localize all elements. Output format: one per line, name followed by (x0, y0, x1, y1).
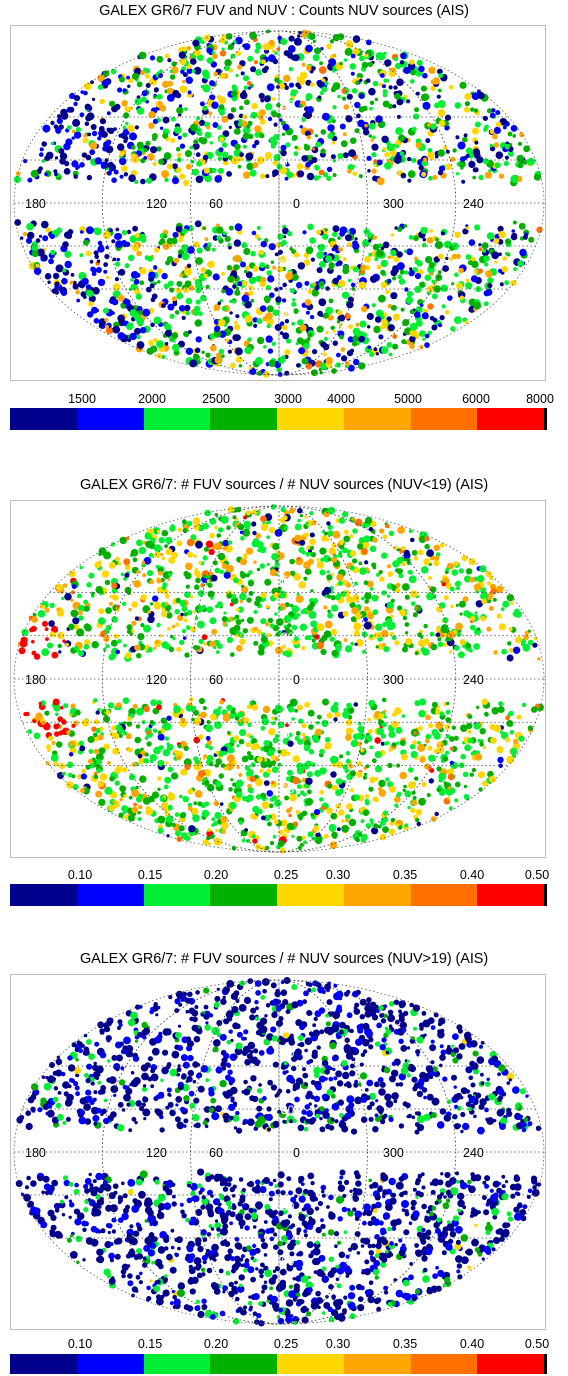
colorbar-tick-labels: 1500 2000 2500 3000 4000 5000 6000 8000 (0, 392, 568, 408)
coordinate-grid (13, 505, 545, 853)
panel-title: GALEX GR6/7 FUV and NUV : Counts NUV sou… (99, 3, 469, 19)
colorbar-tick-labels: 0.10 0.15 0.20 0.25 0.30 0.35 0.40 0.50 (0, 868, 568, 884)
latitude-label: 60 (281, 782, 295, 796)
colorbar-segment (76, 884, 144, 906)
aitoff-projection: 180 120 60 0 300 240 60 30 30 60 (13, 29, 545, 378)
colorbar-tick-label: 0.40 (459, 868, 485, 882)
colorbar-segment (76, 408, 144, 430)
sky-map: 180 120 60 0 300 240 60 30 30 60 (10, 974, 546, 1330)
colorbar-segment (277, 1354, 344, 1374)
colorbar-tick-label: 0.20 (203, 1337, 229, 1351)
coordinate-grid (13, 979, 545, 1325)
colorbar-segment (210, 1354, 277, 1374)
colorbar-tick-label: 0.30 (325, 1337, 351, 1351)
colorbar-segment (277, 408, 344, 430)
latitude-label: 30 (281, 1103, 295, 1117)
colorbar-segment (10, 408, 77, 430)
longitude-label: 180 (25, 1146, 46, 1160)
colorbar-segment (10, 1354, 77, 1374)
colorbar-segment (477, 884, 544, 906)
colorbar-segment (210, 884, 277, 906)
latitude-label: 60 (281, 306, 295, 320)
colorbar-tick-label: 0.10 (67, 1337, 93, 1351)
latitude-label: 60 (281, 573, 295, 587)
longitude-label: 180 (25, 673, 46, 687)
colorbar-segment (343, 1354, 411, 1374)
colorbar-tick-label: 3000 (274, 392, 302, 406)
colorbar-segment (343, 884, 411, 906)
colorbar-tick-label: 2500 (202, 392, 230, 406)
longitude-label: 240 (463, 673, 484, 687)
longitude-label: 240 (463, 1146, 484, 1160)
colorbar-segment (143, 884, 211, 906)
latitude-label: 30 (281, 727, 295, 741)
aitoff-projection: 180 120 60 0 300 240 60 30 30 60 (13, 977, 545, 1327)
sky-map: 180 120 60 0 300 240 60 30 30 60 (10, 500, 546, 858)
longitude-label: 120 (146, 673, 167, 687)
longitude-label: 0 (293, 197, 300, 211)
colorbar-tick-label: 0.30 (325, 868, 351, 882)
colorbar-segment (477, 1354, 544, 1374)
longitude-label: 0 (293, 1146, 300, 1160)
longitude-label: 300 (383, 197, 404, 211)
longitude-label: 300 (383, 673, 404, 687)
longitude-label: 0 (293, 673, 300, 687)
colorbar-segment (76, 1354, 144, 1374)
coordinate-grid (13, 30, 545, 376)
colorbar-tick-label: 0.35 (392, 1337, 418, 1351)
colorbar (10, 884, 547, 906)
longitude-label: 240 (463, 197, 484, 211)
latitude-label: 60 (281, 1046, 295, 1060)
colorbar-tick-labels: 0.10 0.15 0.20 0.25 0.30 0.35 0.40 0.50 (0, 1337, 568, 1353)
colorbar-tick-label: 1500 (68, 392, 96, 406)
colorbar-tick-label: 0.40 (459, 1337, 485, 1351)
longitude-label: 60 (209, 673, 223, 687)
colorbar-tick-label: 5000 (394, 392, 422, 406)
longitude-label: 120 (146, 197, 167, 211)
longitude-label: 300 (383, 1146, 404, 1160)
colorbar-tick-label: 0.15 (137, 1337, 163, 1351)
colorbar-segment (210, 408, 277, 430)
latitude-label: 30 (281, 630, 295, 644)
colorbar-tick-label: 0.10 (67, 868, 93, 882)
latitude-label: 30 (281, 1199, 295, 1213)
colorbar-tick-label: 0.35 (392, 868, 418, 882)
colorbar-segment (143, 1354, 211, 1374)
colorbar (10, 408, 547, 430)
longitude-label: 60 (209, 1146, 223, 1160)
colorbar-tick-label: 4000 (327, 392, 355, 406)
colorbar-tick-label: 2000 (138, 392, 166, 406)
latitude-label: 60 (281, 97, 295, 111)
colorbar-tick-label: 0.25 (273, 868, 299, 882)
panel-title: GALEX GR6/7: # FUV sources / # NUV sourc… (79, 951, 489, 967)
colorbar-segment (410, 884, 478, 906)
sky-coverage (15, 977, 542, 1327)
colorbar-segment (277, 884, 344, 906)
colorbar-tick-label: 8000 (526, 392, 554, 406)
latitude-label: 30 (281, 154, 295, 168)
longitude-label: 60 (209, 197, 223, 211)
colorbar-segment (10, 884, 77, 906)
colorbar-segment (477, 408, 544, 430)
sky-map: 180 120 60 0 300 240 60 30 30 60 (10, 25, 546, 381)
colorbar-tick-label: 0.20 (203, 868, 229, 882)
longitude-label: 180 (25, 197, 46, 211)
longitude-label: 120 (146, 1146, 167, 1160)
colorbar (10, 1354, 547, 1374)
colorbar-tick-label: 6000 (462, 392, 490, 406)
panel-title: GALEX GR6/7: # FUV sources / # NUV sourc… (79, 477, 489, 493)
latitude-label: 60 (281, 1255, 295, 1269)
colorbar-segment (343, 408, 411, 430)
colorbar-segment (410, 408, 478, 430)
colorbar-segment (143, 408, 211, 430)
sky-coverage (13, 29, 543, 378)
sky-coverage (17, 504, 544, 854)
colorbar-segment (410, 1354, 478, 1374)
latitude-label: 30 (281, 250, 295, 264)
colorbar-tick-label: 0.25 (273, 1337, 299, 1351)
colorbar-tick-label: 0.50 (524, 1337, 550, 1351)
colorbar-tick-label: 0.15 (137, 868, 163, 882)
colorbar-tick-label: 0.50 (524, 868, 550, 882)
aitoff-projection: 180 120 60 0 300 240 60 30 30 60 (13, 504, 545, 854)
